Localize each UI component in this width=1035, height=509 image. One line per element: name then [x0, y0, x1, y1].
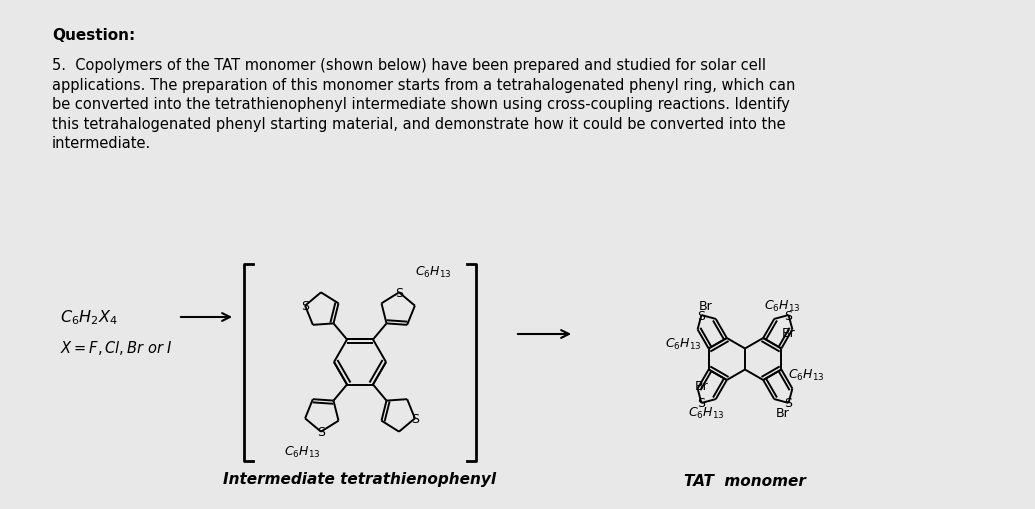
- Text: Intermediate tetrathienophenyl: Intermediate tetrathienophenyl: [224, 471, 497, 486]
- Text: $C_6H_{13}$: $C_6H_{13}$: [764, 298, 800, 313]
- Text: Br: Br: [781, 327, 795, 340]
- Text: $C_6H_{13}$: $C_6H_{13}$: [284, 443, 321, 459]
- Text: $X = F, Cl, Br\ or\ I$: $X = F, Cl, Br\ or\ I$: [60, 338, 173, 356]
- Text: S: S: [698, 309, 706, 322]
- Text: 5.  Copolymers of the TAT monomer (shown below) have been prepared and studied f: 5. Copolymers of the TAT monomer (shown …: [52, 58, 766, 73]
- Text: S: S: [395, 286, 403, 299]
- Text: Br: Br: [699, 299, 713, 312]
- Text: S: S: [785, 309, 793, 322]
- Text: this tetrahalogenated phenyl starting material, and demonstrate how it could be : this tetrahalogenated phenyl starting ma…: [52, 116, 786, 131]
- Text: $C_6H_{13}$: $C_6H_{13}$: [687, 405, 724, 420]
- Text: Br: Br: [775, 406, 789, 419]
- Text: S: S: [317, 426, 325, 438]
- Text: S: S: [698, 397, 706, 410]
- Text: applications. The preparation of this monomer starts from a tetrahalogenated phe: applications. The preparation of this mo…: [52, 77, 795, 92]
- Text: S: S: [785, 397, 793, 410]
- Text: Question:: Question:: [52, 28, 136, 43]
- Text: TAT  monomer: TAT monomer: [684, 473, 806, 488]
- Text: S: S: [301, 300, 309, 313]
- Text: $C_6H_2X_4$: $C_6H_2X_4$: [60, 308, 118, 327]
- Text: be converted into the tetrathienophenyl intermediate shown using cross-coupling : be converted into the tetrathienophenyl …: [52, 97, 790, 112]
- Text: S: S: [411, 412, 419, 425]
- Text: Br: Br: [694, 379, 709, 392]
- Text: $C_6H_{13}$: $C_6H_{13}$: [666, 336, 702, 351]
- Text: $C_6H_{13}$: $C_6H_{13}$: [415, 264, 451, 279]
- Text: intermediate.: intermediate.: [52, 136, 151, 151]
- Text: $C_6H_{13}$: $C_6H_{13}$: [789, 367, 825, 382]
